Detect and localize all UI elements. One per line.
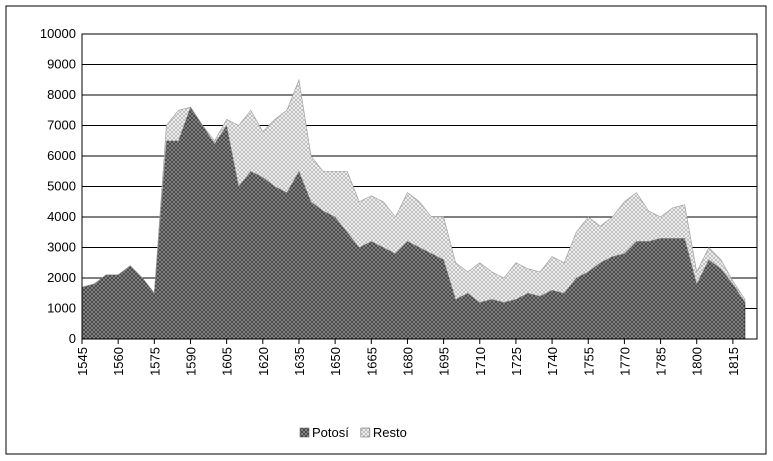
y-tick-label: 0	[69, 331, 76, 346]
x-tick-label: 1710	[473, 347, 488, 376]
x-tick-label: 1590	[183, 347, 198, 376]
x-tick-label: 1725	[509, 347, 524, 376]
x-tick-label: 1770	[617, 347, 632, 376]
x-tick-label: 1815	[726, 347, 741, 376]
legend-label: Resto	[373, 425, 407, 440]
legend-swatch	[360, 427, 371, 438]
x-tick-label: 1800	[690, 347, 705, 376]
x-tick-label: 1620	[256, 347, 271, 376]
x-tick-label: 1605	[220, 347, 235, 376]
y-tick-label: 1000	[47, 301, 76, 316]
y-tick-label: 10000	[40, 26, 76, 41]
plot-frame	[81, 33, 758, 340]
y-tick-label: 5000	[47, 179, 76, 194]
x-tick-label: 1635	[292, 347, 307, 376]
x-tick-label: 1575	[147, 347, 162, 376]
x-tick-label: 1680	[400, 347, 415, 376]
y-tick-label: 2000	[47, 270, 76, 285]
y-tick-label: 6000	[47, 148, 76, 163]
y-tick-label: 4000	[47, 209, 76, 224]
y-tick-label: 7000	[47, 118, 76, 133]
x-tick-label: 1695	[437, 347, 452, 376]
y-tick-label: 8000	[47, 87, 76, 102]
y-tick-label: 9000	[47, 57, 76, 72]
x-tick-label: 1785	[654, 347, 669, 376]
y-tick-label: 3000	[47, 240, 76, 255]
x-tick-label: 1665	[364, 347, 379, 376]
x-tick-label: 1545	[75, 347, 90, 376]
legend-label: Potosí	[312, 425, 349, 440]
x-tick-label: 1755	[581, 347, 596, 376]
legend-swatch	[299, 427, 310, 438]
x-tick-label: 1740	[545, 347, 560, 376]
area-1	[81, 78, 746, 304]
x-tick-label: 1650	[328, 347, 343, 376]
x-tick-label: 1560	[111, 347, 126, 376]
